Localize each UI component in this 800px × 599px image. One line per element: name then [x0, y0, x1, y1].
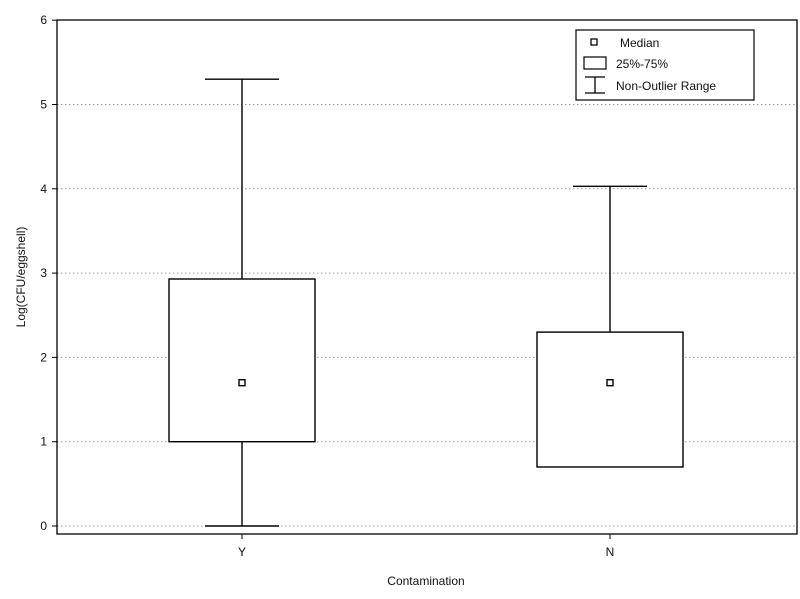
legend: Median 25%-75% Non-Outlier Range — [575, 29, 755, 101]
y-tick-label-4: 4 — [40, 182, 47, 196]
boxes — [168, 78, 684, 527]
legend-box-marker — [583, 56, 607, 70]
y-tick-label-2: 2 — [40, 350, 47, 364]
legend-median-label: Median — [620, 36, 659, 50]
y-tick-label-0: 0 — [40, 519, 47, 533]
plot-area-frame — [56, 19, 798, 535]
y-tick-label-1: 1 — [40, 435, 47, 449]
y-tick-label-5: 5 — [40, 98, 47, 112]
median-marker-N — [606, 378, 614, 387]
iqr-box-N — [536, 331, 684, 468]
y-tick-label-6: 6 — [40, 13, 47, 27]
legend-box-label: 25%-75% — [616, 57, 668, 71]
legend-whisker-marker — [585, 76, 605, 94]
y-axis-title: Log(CFU/eggshell) — [14, 227, 28, 328]
legend-whisker-label: Non-Outlier Range — [616, 79, 716, 93]
y-tick-label-3: 3 — [40, 266, 47, 280]
iqr-box-Y — [168, 278, 316, 443]
gridlines — [57, 104, 797, 527]
legend-median-marker — [590, 38, 598, 46]
median-marker-Y — [238, 378, 246, 387]
y-axis-ticks: 0 1 2 3 4 5 6 — [40, 13, 57, 533]
box-N — [536, 185, 684, 468]
box-Y — [168, 78, 316, 527]
x-tick-label-N: N — [606, 545, 615, 559]
x-axis-title: Contamination — [387, 574, 464, 588]
x-tick-label-Y: Y — [238, 545, 246, 559]
